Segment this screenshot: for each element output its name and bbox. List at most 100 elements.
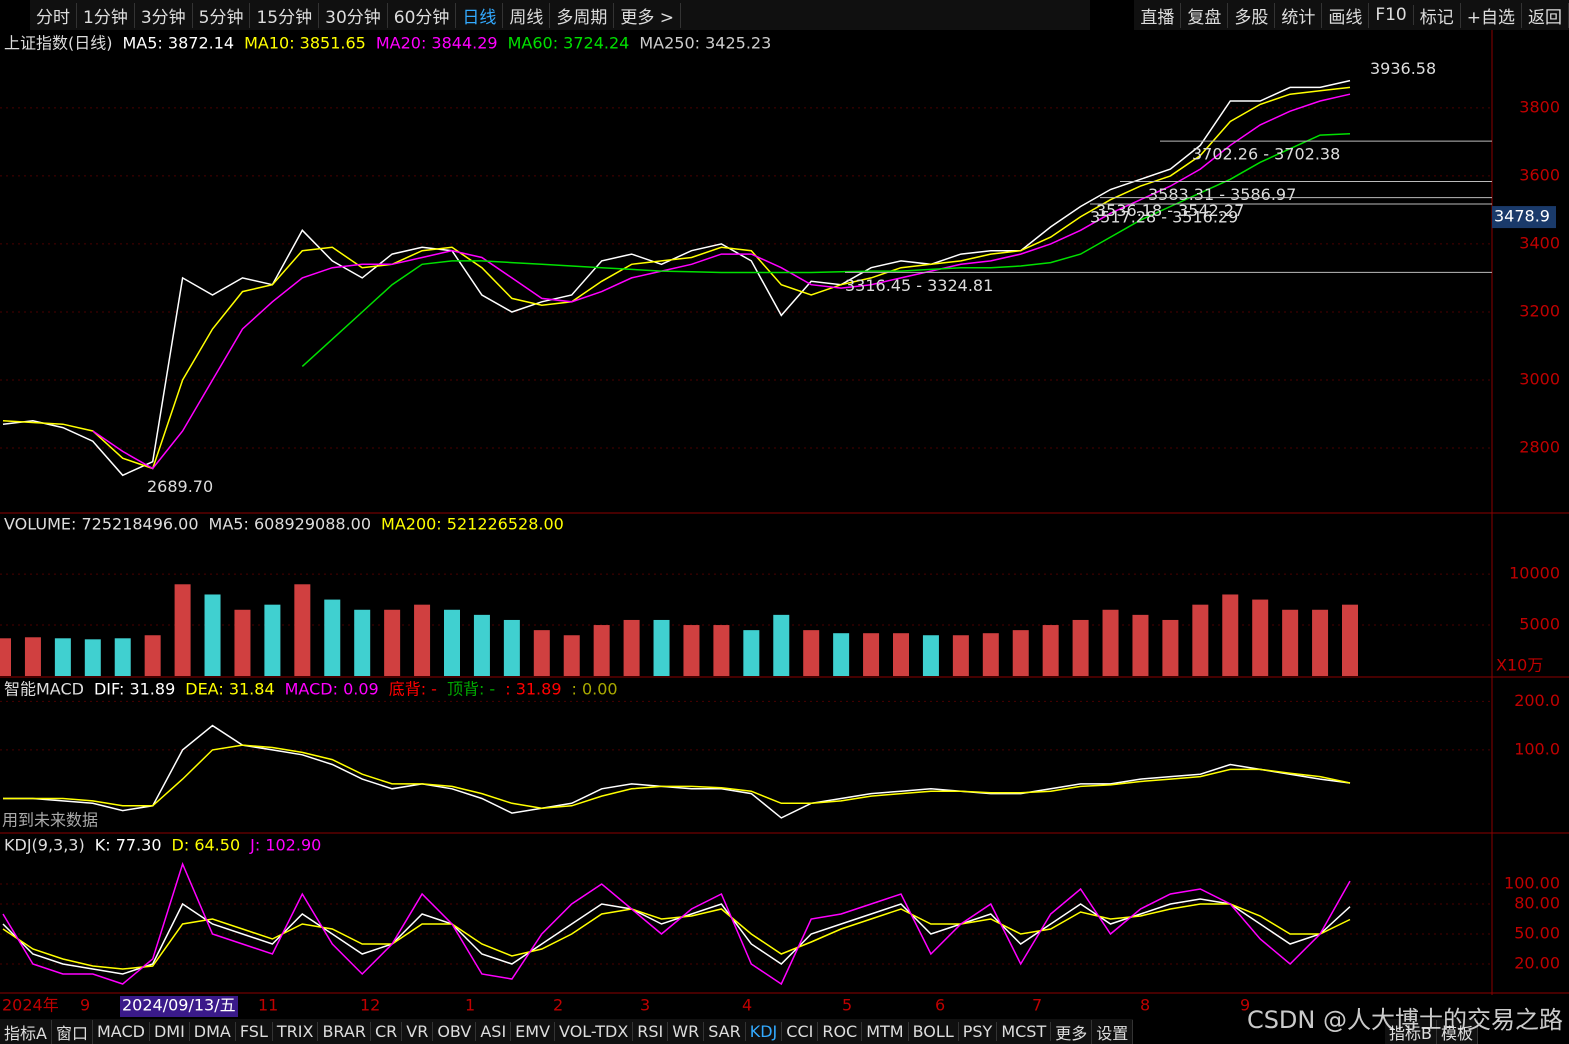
- volume-bar: [1342, 604, 1358, 676]
- indicator-tab[interactable]: RSI: [633, 1022, 669, 1041]
- period-tab[interactable]: 3分钟: [135, 2, 193, 28]
- volume-bar: [653, 619, 670, 676]
- tool-toolbar: 直播 复盘 多股 统计 画线 F10 标记 +自选 返回: [1134, 0, 1569, 30]
- volume-bar: [803, 630, 820, 676]
- indicator-tab[interactable]: TRIX: [273, 1022, 319, 1041]
- indicator-tab[interactable]: VR: [402, 1022, 434, 1041]
- date-label: 9: [1240, 996, 1250, 1015]
- period-tab[interactable]: 15分钟: [250, 2, 320, 28]
- period-tab[interactable]: 5分钟: [193, 2, 251, 28]
- legend-entry: : 0.00: [572, 680, 618, 699]
- note: 用到未来数据: [2, 811, 98, 830]
- tool-button[interactable]: F10: [1369, 5, 1414, 25]
- y-tick-label: 3200: [1519, 301, 1560, 320]
- volume-bar: [893, 633, 909, 676]
- indicator-tab[interactable]: FSL: [236, 1022, 273, 1041]
- legend-entry: J: 102.90: [249, 836, 321, 855]
- period-tab[interactable]: 分时: [30, 2, 77, 28]
- volume-bar: [863, 633, 880, 676]
- indicator-tab[interactable]: ROC: [818, 1022, 863, 1041]
- series-line: [92, 93, 1351, 470]
- indicator-tab[interactable]: MACD: [93, 1022, 150, 1041]
- date-label: 7: [1032, 996, 1042, 1015]
- level-label: 3536.18 - 3542.27: [1096, 201, 1244, 220]
- volume-bar: [1042, 625, 1059, 676]
- indicator-tab[interactable]: SAR: [704, 1022, 746, 1041]
- tool-button[interactable]: 复盘: [1181, 2, 1229, 28]
- period-tab[interactable]: 30分钟: [319, 2, 388, 28]
- y-tick-label: 3600: [1519, 165, 1560, 184]
- indicator-tab[interactable]: OBV: [433, 1022, 477, 1041]
- indicator-tab[interactable]: 模板: [1437, 1019, 1478, 1044]
- volume-bar: [1252, 599, 1269, 676]
- volume-bar: [414, 604, 431, 676]
- indicator-tab[interactable]: DMI: [150, 1022, 190, 1041]
- period-tab[interactable]: 1分钟: [77, 2, 135, 28]
- tool-button[interactable]: 多股: [1228, 2, 1276, 28]
- indicator-tab[interactable]: PSY: [959, 1022, 998, 1041]
- volume-bar: [922, 635, 939, 676]
- current-price-label: 3478.9: [1494, 207, 1550, 226]
- legend-entry: D: 64.50: [172, 836, 241, 855]
- indicator-tab[interactable]: VOL-TDX: [555, 1022, 634, 1041]
- date-label: 12: [360, 996, 380, 1015]
- tool-button[interactable]: 统计: [1275, 2, 1323, 28]
- volume-bar: [174, 584, 191, 676]
- volume-bar: [1192, 604, 1209, 676]
- level-label: 3316.45 - 3324.81: [845, 276, 993, 295]
- volume-bar: [1222, 594, 1239, 676]
- period-tab[interactable]: 日线: [456, 2, 504, 28]
- date-label: 2024/09/13/五: [122, 996, 236, 1015]
- high-label: 3936.58: [1370, 59, 1436, 78]
- volume-bar: [623, 619, 640, 676]
- indicator-tab[interactable]: CR: [371, 1022, 403, 1041]
- indicator-tab[interactable]: MCST: [997, 1022, 1052, 1041]
- indicator-tab[interactable]: 更多: [1051, 1019, 1093, 1044]
- current-price-box: [1492, 206, 1556, 229]
- y-tick-label: 100.00: [1504, 874, 1560, 893]
- legend-entry: MA250: 3425.23: [639, 34, 771, 53]
- indicator-tab[interactable]: BRAR: [318, 1022, 371, 1041]
- volume-bar: [1102, 609, 1119, 676]
- indicator-tab[interactable]: EMV: [511, 1022, 556, 1041]
- volume-bar: [503, 619, 520, 676]
- watermark: CSDN @人大博士的交易之路: [1246, 1006, 1563, 1034]
- tool-button[interactable]: 画线: [1322, 2, 1370, 28]
- indicator-tab[interactable]: DMA: [190, 1022, 236, 1041]
- y-tick-label: 2800: [1519, 438, 1560, 457]
- period-tab[interactable]: 周线: [503, 2, 551, 28]
- date-label: 1: [465, 996, 475, 1015]
- indicator-tab[interactable]: CCI: [782, 1022, 819, 1041]
- tool-button[interactable]: 标记: [1414, 2, 1461, 28]
- indicator-tab[interactable]: BOLL: [909, 1022, 959, 1041]
- volume-bar: [144, 635, 161, 676]
- tool-button[interactable]: +自选: [1461, 2, 1522, 28]
- period-tab[interactable]: 多周期: [550, 2, 615, 28]
- legend-entry: MA10: 3851.65: [244, 34, 366, 53]
- legend-entry: MA20: 3844.29: [376, 34, 498, 53]
- date-label: 2: [553, 996, 563, 1015]
- legend-entry: DEA: 31.84: [185, 680, 274, 699]
- low-label: 2689.70: [147, 477, 213, 496]
- indicator-tab[interactable]: 设置: [1092, 1019, 1134, 1044]
- period-tab[interactable]: 更多 >: [614, 2, 682, 28]
- volume-bar: [473, 614, 490, 676]
- period-tab[interactable]: 60分钟: [388, 2, 457, 28]
- indicator-tab[interactable]: 指标B: [1385, 1019, 1437, 1044]
- volume-bar: [294, 584, 311, 676]
- indicator-tab[interactable]: KDJ: [746, 1022, 783, 1041]
- indicator-tab[interactable]: WR: [668, 1022, 705, 1041]
- y-tick-label: 50.00: [1514, 924, 1560, 943]
- indicator-tab[interactable]: ASI: [476, 1022, 512, 1041]
- date-label: 4: [742, 996, 752, 1015]
- indicator-tab[interactable]: 指标A: [0, 1019, 52, 1044]
- indicator-tab[interactable]: MTM: [862, 1022, 909, 1041]
- legend-entry: MACD: 0.09: [285, 680, 379, 699]
- tool-button[interactable]: 直播: [1134, 2, 1182, 28]
- volume-bar: [54, 638, 71, 676]
- indicator-tab[interactable]: 窗口: [52, 1019, 93, 1044]
- level-label: 3517.28 - 3516.29: [1090, 208, 1238, 227]
- date-label: 8: [1140, 996, 1150, 1015]
- series-line: [2, 898, 1351, 975]
- volume-bar: [833, 633, 850, 676]
